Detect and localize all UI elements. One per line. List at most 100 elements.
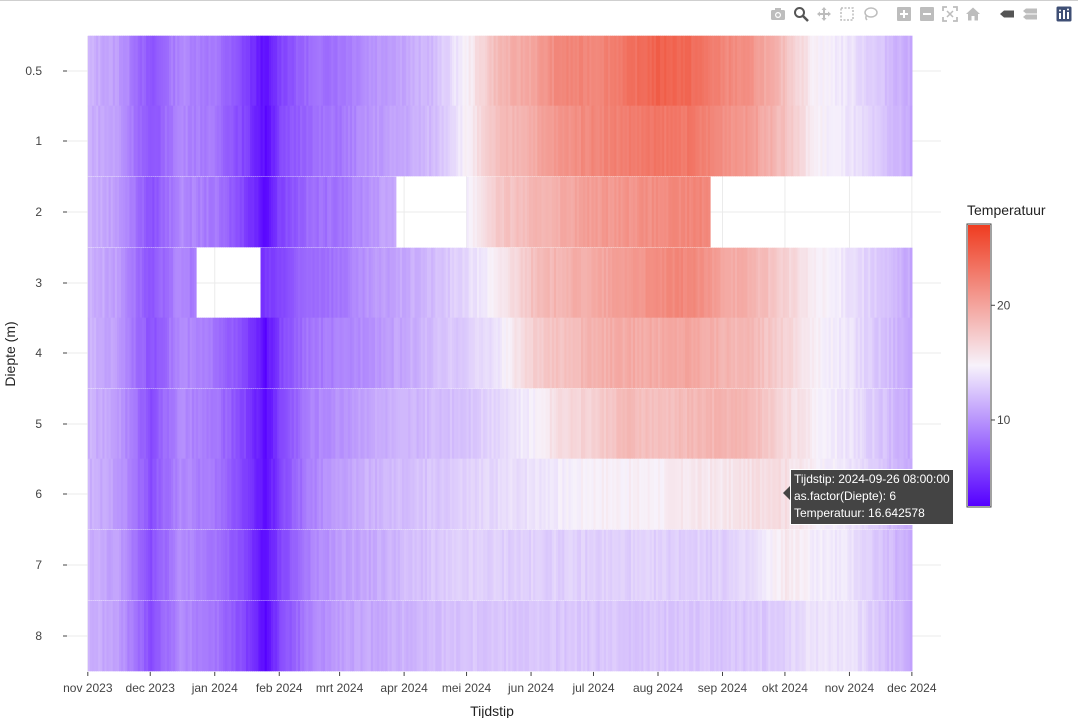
heatmap-cell[interactable]	[399, 600, 403, 672]
heatmap-cell[interactable]	[206, 317, 210, 389]
heatmap-cell[interactable]	[318, 600, 322, 672]
heatmap-cell[interactable]	[578, 529, 582, 601]
heatmap-cell[interactable]	[227, 105, 230, 177]
heatmap-cell[interactable]	[381, 105, 384, 177]
heatmap-cell[interactable]	[697, 176, 701, 248]
heatmap-cell[interactable]	[358, 458, 362, 530]
heatmap-cell[interactable]	[374, 35, 378, 107]
heatmap-cell[interactable]	[177, 176, 180, 248]
heatmap-cell[interactable]	[547, 317, 551, 389]
heatmap-cell[interactable]	[343, 317, 347, 389]
heatmap-cell[interactable]	[664, 600, 667, 672]
heatmap-cell[interactable]	[354, 105, 357, 177]
heatmap-cell[interactable]	[447, 600, 451, 672]
heatmap-cell[interactable]	[233, 105, 237, 177]
heatmap-cell[interactable]	[501, 176, 505, 248]
heatmap-cell[interactable]	[412, 317, 416, 389]
heatmap-cell[interactable]	[171, 247, 174, 319]
heatmap-cell[interactable]	[612, 529, 615, 601]
heatmap-cell[interactable]	[576, 388, 580, 460]
heatmap-cell[interactable]	[504, 105, 507, 177]
heatmap-cell[interactable]	[352, 458, 355, 530]
heatmap-cell[interactable]	[489, 176, 493, 248]
heatmap-cell[interactable]	[826, 247, 830, 319]
heatmap-cell[interactable]	[601, 35, 605, 107]
heatmap-cell[interactable]	[262, 105, 266, 177]
heatmap-cell[interactable]	[131, 388, 135, 460]
heatmap-cell[interactable]	[189, 247, 193, 319]
heatmap-cell[interactable]	[676, 35, 680, 107]
heatmap-cell[interactable]	[389, 105, 393, 177]
heatmap-cell[interactable]	[682, 317, 686, 389]
heatmap-cell[interactable]	[339, 105, 343, 177]
heatmap-cell[interactable]	[416, 105, 420, 177]
heatmap-cell[interactable]	[562, 388, 565, 460]
heatmap-cell[interactable]	[672, 458, 676, 530]
heatmap-cell[interactable]	[139, 458, 143, 530]
heatmap-cell[interactable]	[345, 317, 349, 389]
heatmap-cell[interactable]	[408, 317, 411, 389]
heatmap-cell[interactable]	[797, 388, 801, 460]
heatmap-cell[interactable]	[385, 458, 389, 530]
heatmap-cell[interactable]	[576, 600, 580, 672]
heatmap-cell[interactable]	[468, 600, 472, 672]
heatmap-cell[interactable]	[202, 35, 205, 107]
heatmap-cell[interactable]	[811, 35, 815, 107]
heatmap-cell[interactable]	[734, 458, 738, 530]
heatmap-cell[interactable]	[312, 600, 316, 672]
heatmap-cell[interactable]	[591, 388, 595, 460]
heatmap-cell[interactable]	[191, 247, 195, 319]
heatmap-cell[interactable]	[370, 35, 374, 107]
heatmap-cell[interactable]	[703, 317, 707, 389]
heatmap-cell[interactable]	[672, 600, 676, 672]
heatmap-cell[interactable]	[741, 247, 744, 319]
heatmap-cell[interactable]	[137, 458, 141, 530]
heatmap-cell[interactable]	[728, 317, 732, 389]
heatmap-cell[interactable]	[807, 247, 811, 319]
heatmap-cell[interactable]	[196, 105, 199, 177]
heatmap-cell[interactable]	[707, 105, 711, 177]
heatmap-cell[interactable]	[208, 176, 212, 248]
heatmap-cell[interactable]	[287, 529, 291, 601]
heatmap-cell[interactable]	[185, 458, 189, 530]
heatmap-cell[interactable]	[882, 317, 886, 389]
heatmap-cell[interactable]	[483, 35, 486, 107]
heatmap-cell[interactable]	[437, 600, 441, 672]
heatmap-cell[interactable]	[784, 388, 788, 460]
heatmap-cell[interactable]	[368, 247, 372, 319]
heatmap-cell[interactable]	[266, 529, 270, 601]
heatmap-cell[interactable]	[275, 105, 278, 177]
heatmap-cell[interactable]	[512, 105, 515, 177]
heatmap-cell[interactable]	[861, 388, 865, 460]
heatmap-cell[interactable]	[287, 388, 291, 460]
heatmap-cell[interactable]	[231, 176, 235, 248]
heatmap-cell[interactable]	[383, 458, 386, 530]
heatmap-cell[interactable]	[310, 317, 314, 389]
heatmap-cell[interactable]	[420, 317, 424, 389]
heatmap-cell[interactable]	[154, 35, 158, 107]
heatmap-cell[interactable]	[610, 529, 613, 601]
heatmap-cell[interactable]	[327, 317, 330, 389]
heatmap-cell[interactable]	[187, 35, 191, 107]
heatmap-cell[interactable]	[703, 388, 707, 460]
heatmap-cell[interactable]	[520, 35, 524, 107]
heatmap-cell[interactable]	[680, 35, 684, 107]
heatmap-cell[interactable]	[429, 317, 432, 389]
heatmap-cell[interactable]	[399, 388, 403, 460]
heatmap-cell[interactable]	[427, 458, 430, 530]
heatmap-cell[interactable]	[456, 458, 459, 530]
heatmap-cell[interactable]	[553, 247, 557, 319]
heatmap-cell[interactable]	[306, 317, 309, 389]
heatmap-cell[interactable]	[626, 600, 630, 672]
heatmap-cell[interactable]	[847, 105, 851, 177]
heatmap-cell[interactable]	[807, 529, 811, 601]
heatmap-cell[interactable]	[360, 600, 364, 672]
heatmap-cell[interactable]	[281, 176, 285, 248]
heatmap-cell[interactable]	[141, 317, 145, 389]
heatmap-cell[interactable]	[454, 600, 457, 672]
heatmap-cell[interactable]	[264, 176, 268, 248]
heatmap-cell[interactable]	[666, 388, 669, 460]
heatmap-cell[interactable]	[362, 35, 366, 107]
heatmap-cell[interactable]	[474, 35, 478, 107]
heatmap-cell[interactable]	[125, 317, 128, 389]
